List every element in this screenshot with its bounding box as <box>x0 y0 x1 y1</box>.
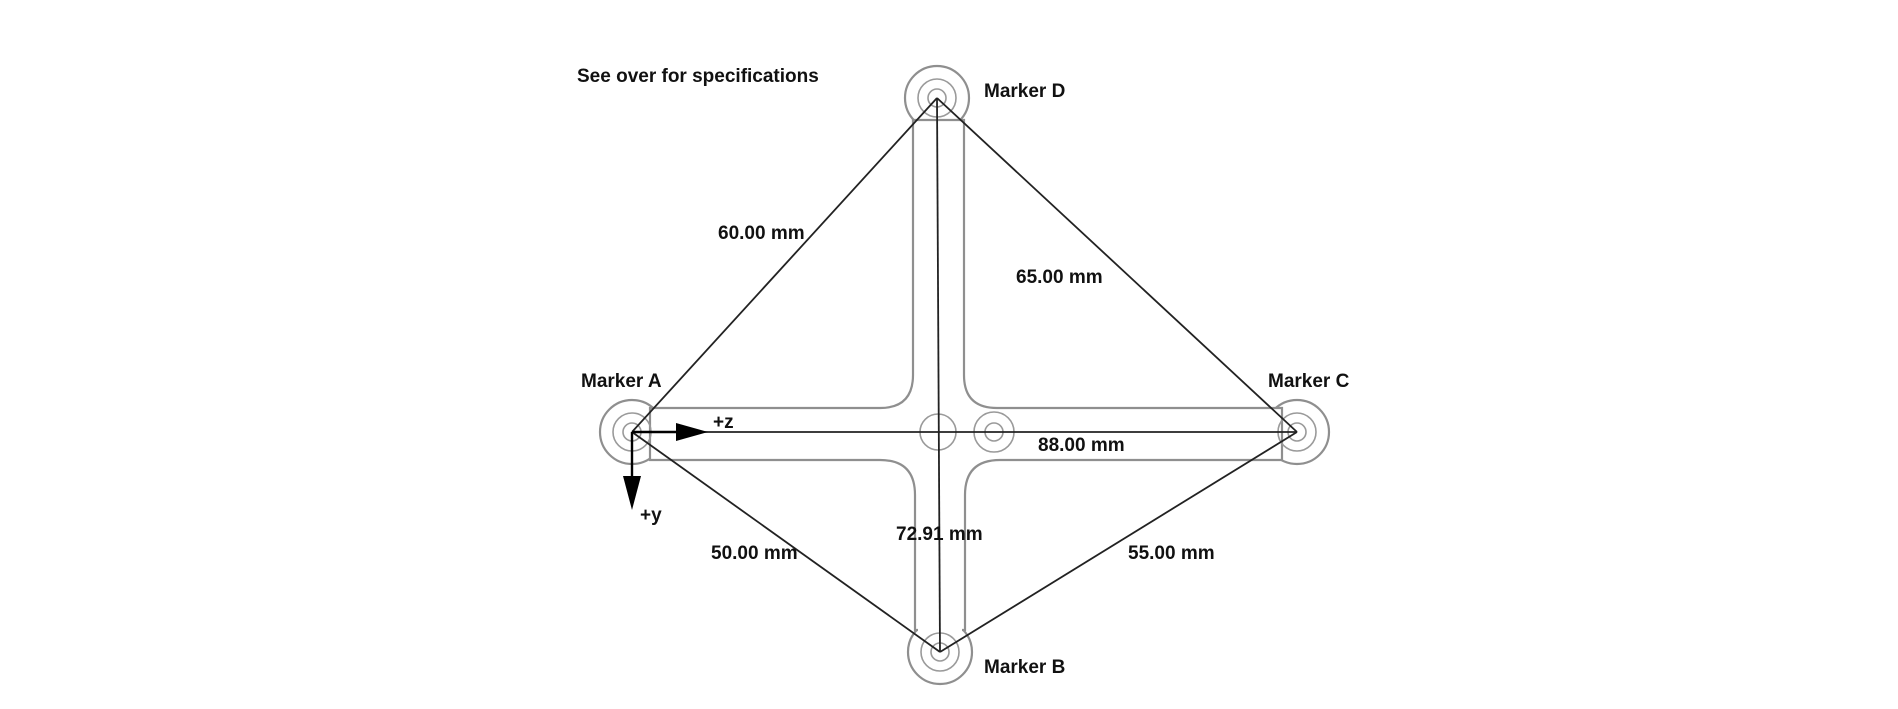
tool-body <box>598 64 1331 686</box>
distance-a-c-label: 88.00 mm <box>1038 435 1125 456</box>
y-axis-arrowhead <box>623 476 641 510</box>
line-d-b <box>936 97 941 653</box>
z-axis-label: +z <box>713 412 734 433</box>
line-a-d <box>631 97 938 433</box>
top-joint-mask <box>916 124 962 132</box>
marker-d-label: Marker D <box>984 81 1065 102</box>
y-axis-label: +y <box>640 505 662 526</box>
line-d-c <box>936 97 1298 433</box>
marker-b-label: Marker B <box>984 657 1065 678</box>
distance-d-b-label: 72.91 mm <box>896 524 983 545</box>
labels: See over for specifications Marker D Mar… <box>577 66 1350 678</box>
distance-a-d-label: 60.00 mm <box>718 223 805 244</box>
distance-c-b-label: 55.00 mm <box>1128 543 1215 564</box>
z-axis-arrowhead <box>676 423 708 441</box>
line-a-b <box>631 431 941 653</box>
cross-outline <box>648 118 1284 632</box>
line-c-b <box>939 431 1298 653</box>
distance-d-c-label: 65.00 mm <box>1016 267 1103 288</box>
dimension-lines <box>631 97 1298 653</box>
left-joint-mask <box>652 411 668 457</box>
marker-a-label: Marker A <box>581 371 662 392</box>
coordinate-axes <box>623 423 708 510</box>
distance-a-b-label: 50.00 mm <box>711 543 798 564</box>
marker-c-label: Marker C <box>1268 371 1350 392</box>
specifications-note: See over for specifications <box>577 66 819 87</box>
